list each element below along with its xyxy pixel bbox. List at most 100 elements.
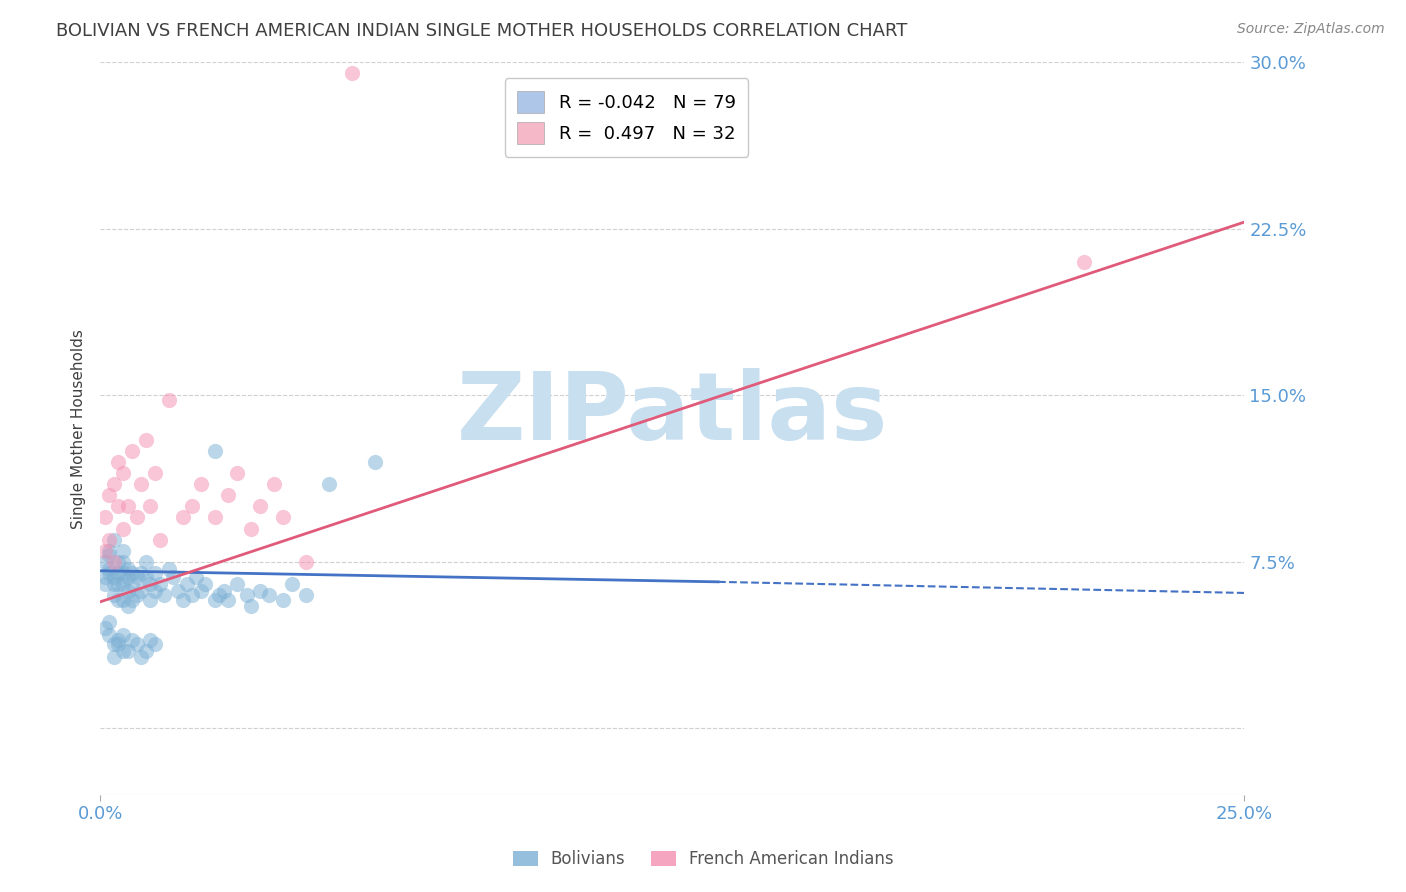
Point xyxy=(143,566,166,580)
Point xyxy=(208,588,231,602)
Point xyxy=(240,599,263,614)
Point xyxy=(143,637,166,651)
Point xyxy=(103,637,125,651)
Point xyxy=(111,628,134,642)
Point xyxy=(103,555,125,569)
Point xyxy=(271,510,294,524)
Legend: Bolivians, French American Indians: Bolivians, French American Indians xyxy=(506,844,900,875)
Point xyxy=(217,488,239,502)
Point xyxy=(103,477,125,491)
Point xyxy=(135,433,157,447)
Point xyxy=(190,583,212,598)
Point xyxy=(103,650,125,665)
Point xyxy=(107,500,129,514)
Point xyxy=(107,577,129,591)
Point xyxy=(364,455,387,469)
Point xyxy=(135,570,157,584)
Point xyxy=(117,583,139,598)
Point xyxy=(153,588,176,602)
Point xyxy=(111,577,134,591)
Point xyxy=(107,455,129,469)
Point xyxy=(98,566,121,580)
Point xyxy=(98,533,121,547)
Point xyxy=(157,561,180,575)
Point xyxy=(249,583,271,598)
Point xyxy=(111,592,134,607)
Point xyxy=(111,555,134,569)
Point xyxy=(98,615,121,629)
Point xyxy=(111,466,134,480)
Point xyxy=(135,555,157,569)
Text: Source: ZipAtlas.com: Source: ZipAtlas.com xyxy=(1237,22,1385,37)
Text: ZIPatlas: ZIPatlas xyxy=(457,368,889,460)
Point xyxy=(139,592,162,607)
Point xyxy=(117,500,139,514)
Point xyxy=(111,643,134,657)
Point xyxy=(162,570,184,584)
Point xyxy=(117,643,139,657)
Point xyxy=(318,477,340,491)
Point xyxy=(98,543,121,558)
Point xyxy=(125,510,148,524)
Point xyxy=(125,588,148,602)
Point xyxy=(103,570,125,584)
Point xyxy=(217,592,239,607)
Point xyxy=(204,510,226,524)
Point xyxy=(295,555,318,569)
Legend: R = -0.042   N = 79, R =  0.497   N = 32: R = -0.042 N = 79, R = 0.497 N = 32 xyxy=(505,78,748,157)
Point xyxy=(186,570,208,584)
Point xyxy=(235,588,257,602)
Point xyxy=(98,628,121,642)
Point xyxy=(149,533,172,547)
Point xyxy=(226,466,249,480)
Point xyxy=(281,577,304,591)
Point xyxy=(98,548,121,562)
Point xyxy=(103,533,125,547)
Point xyxy=(107,637,129,651)
Point xyxy=(125,570,148,584)
Point xyxy=(263,477,285,491)
Point xyxy=(107,566,129,580)
Point xyxy=(93,577,115,591)
Text: BOLIVIAN VS FRENCH AMERICAN INDIAN SINGLE MOTHER HOUSEHOLDS CORRELATION CHART: BOLIVIAN VS FRENCH AMERICAN INDIAN SINGL… xyxy=(56,22,908,40)
Point xyxy=(135,643,157,657)
Point xyxy=(212,583,235,598)
Point xyxy=(172,592,194,607)
Point xyxy=(111,522,134,536)
Point xyxy=(125,637,148,651)
Point xyxy=(117,599,139,614)
Point xyxy=(157,392,180,407)
Point xyxy=(226,577,249,591)
Point xyxy=(139,577,162,591)
Point xyxy=(271,592,294,607)
Point xyxy=(167,583,190,598)
Point xyxy=(131,583,153,598)
Point xyxy=(131,650,153,665)
Point xyxy=(121,577,143,591)
Point xyxy=(139,632,162,647)
Point xyxy=(117,570,139,584)
Point xyxy=(117,561,139,575)
Point xyxy=(121,592,143,607)
Point xyxy=(93,555,115,569)
Point xyxy=(204,592,226,607)
Point xyxy=(111,566,134,580)
Point xyxy=(111,543,134,558)
Point xyxy=(103,588,125,602)
Point xyxy=(1073,255,1095,269)
Point xyxy=(259,588,281,602)
Point xyxy=(103,577,125,591)
Point xyxy=(131,477,153,491)
Point xyxy=(172,510,194,524)
Point xyxy=(131,566,153,580)
Point xyxy=(93,570,115,584)
Point xyxy=(240,522,263,536)
Point xyxy=(295,588,318,602)
Point xyxy=(121,632,143,647)
Point xyxy=(249,500,271,514)
Point xyxy=(107,592,129,607)
Point xyxy=(340,66,363,80)
Point xyxy=(98,561,121,575)
Point xyxy=(93,510,115,524)
Point xyxy=(194,577,217,591)
